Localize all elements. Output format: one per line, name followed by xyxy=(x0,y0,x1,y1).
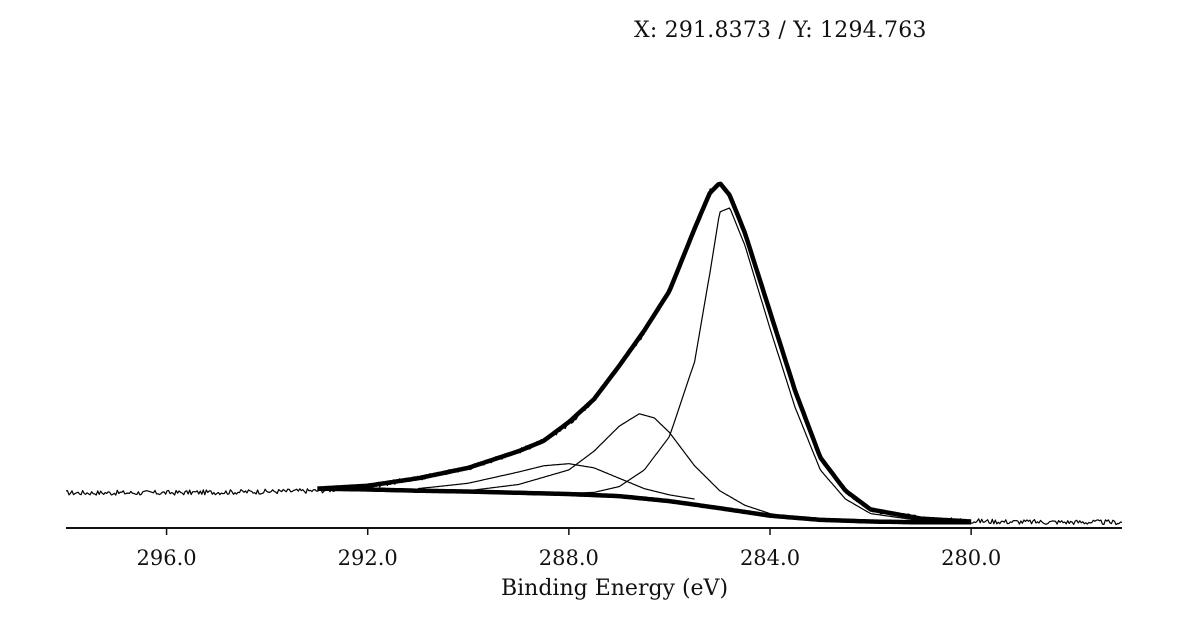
series-component-C-C xyxy=(468,207,921,522)
x-tick-label: 296.0 xyxy=(137,546,197,570)
cursor-coordinate-readout: X: 291.8373 / Y: 1294.763 xyxy=(634,18,927,43)
x-tick-label: 292.0 xyxy=(338,546,398,570)
x-axis-label: Binding Energy (eV) xyxy=(500,576,729,601)
x-tick-label: 284.0 xyxy=(740,546,800,570)
series-background xyxy=(317,486,972,525)
x-tick-label: 288.0 xyxy=(539,546,599,570)
x-tick-label: 280.0 xyxy=(941,546,1001,570)
series-layer xyxy=(65,181,1123,526)
series-raw-data xyxy=(65,182,1123,526)
x-axis-ticks: 296.0 292.0 288.0 284.0 280.0 xyxy=(137,528,1001,570)
series-envelope xyxy=(317,181,972,524)
series-component-C=O xyxy=(417,463,695,500)
series-component-C-O xyxy=(468,413,796,519)
